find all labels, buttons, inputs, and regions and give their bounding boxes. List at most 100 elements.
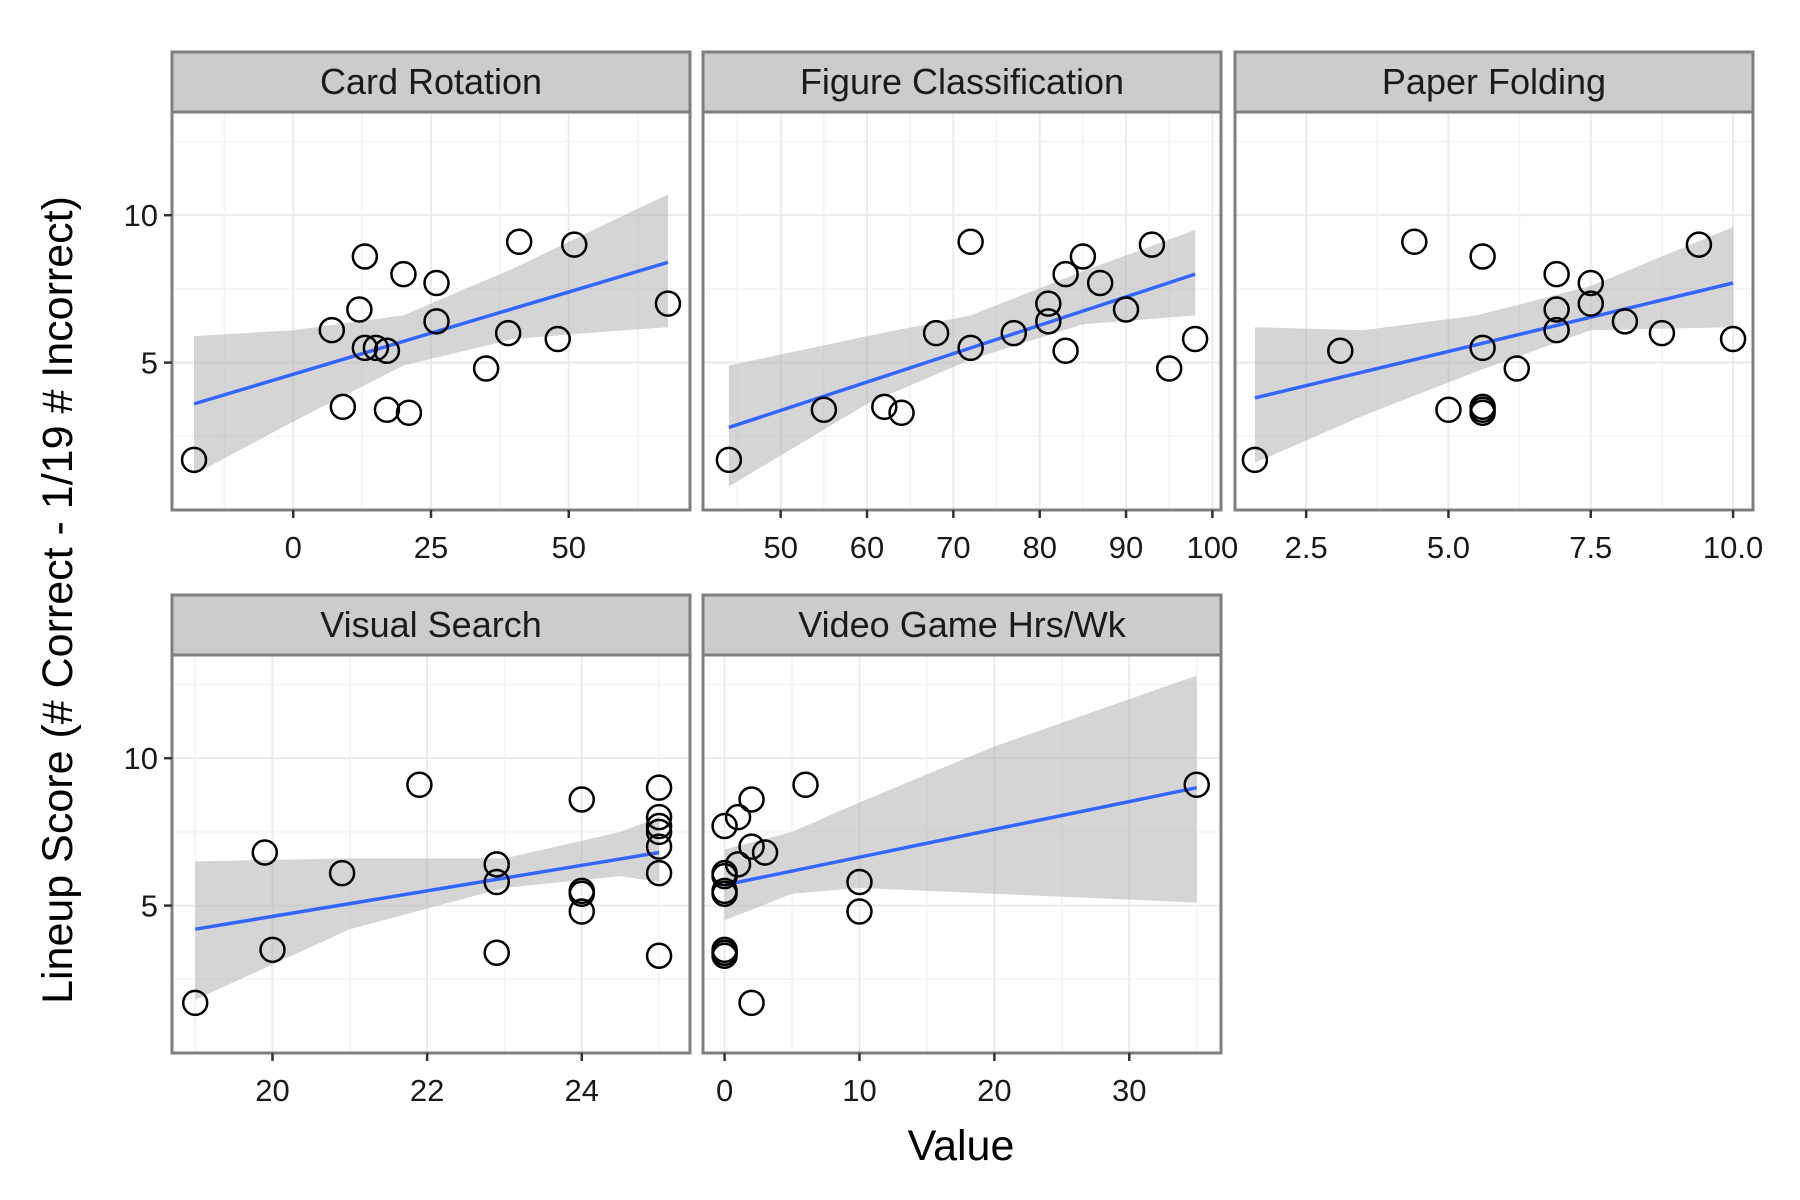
data-point: [561, 231, 588, 258]
data-point: [1052, 337, 1079, 365]
x-tick-label: 0: [285, 530, 302, 565]
plot-content: [711, 675, 1210, 1017]
data-point: [483, 851, 510, 878]
data-point: [1611, 308, 1639, 335]
data-point: [645, 818, 673, 846]
data-point: [494, 319, 522, 347]
data-point: [711, 939, 738, 967]
data-point: [792, 771, 819, 798]
plot-content: [1241, 227, 1747, 474]
x-tick-label: 5.0: [1427, 530, 1470, 565]
data-point: [1435, 396, 1462, 424]
data-point: [1086, 269, 1114, 297]
x-tick-label: 50: [763, 530, 797, 565]
data-point: [1685, 231, 1713, 258]
x-tick-label: 20: [977, 1073, 1011, 1108]
x-tick-label: 22: [410, 1073, 444, 1108]
data-point: [1000, 319, 1028, 347]
facet-strip: [701, 593, 1223, 657]
x-tick-label: 24: [565, 1073, 599, 1108]
data-point: [351, 334, 379, 362]
facet-strip-title: Paper Folding: [1382, 61, 1606, 102]
data-point: [922, 319, 950, 347]
data-point: [645, 859, 673, 887]
data-point: [1401, 228, 1428, 255]
data-point: [957, 228, 984, 255]
facet-strip: [170, 593, 692, 657]
data-point: [846, 868, 873, 896]
data-point: [738, 833, 765, 860]
panel-border: [701, 653, 1223, 1055]
data-point: [181, 989, 209, 1017]
data-point: [645, 942, 673, 969]
data-point: [373, 337, 401, 365]
data-point: [1138, 231, 1166, 258]
data-point: [251, 839, 279, 866]
data-point: [751, 839, 779, 866]
data-point: [1543, 316, 1570, 344]
data-point: [1183, 771, 1210, 798]
x-tick-label: 90: [1109, 530, 1143, 565]
data-point: [483, 868, 510, 896]
x-tick-label: 20: [255, 1073, 289, 1108]
y-tick-label: 5: [141, 889, 158, 924]
data-point: [711, 812, 738, 840]
data-point: [1052, 260, 1079, 288]
data-point: [1469, 243, 1496, 270]
facet-panel: Visual Search 5 10 20 22 24: [124, 593, 692, 1108]
data-point: [329, 393, 357, 421]
x-tick-label: 0: [716, 1073, 733, 1108]
facet-strip: [170, 50, 692, 114]
data-point: [1035, 290, 1062, 317]
data-point: [715, 446, 743, 474]
data-point: [406, 771, 433, 798]
data-point: [1719, 325, 1747, 353]
data-point: [328, 859, 356, 887]
facet-strip: [1233, 50, 1755, 114]
data-point: [1112, 296, 1140, 323]
data-point: [738, 989, 765, 1017]
data-point: [346, 296, 373, 323]
plot-content: [715, 228, 1209, 487]
data-point: [888, 399, 915, 426]
panel-border: [1233, 110, 1755, 512]
facet-panel: Card Rotation 5 10 0 25 50: [124, 50, 692, 565]
data-point: [395, 399, 423, 426]
facet-panel: Paper Folding 2.5 5.0 7.5 10.0: [1233, 50, 1763, 565]
data-point: [318, 316, 346, 344]
facet-panel: Video Game Hrs/Wk 0 10 20 30: [701, 593, 1223, 1108]
x-tick-label: 7.5: [1569, 530, 1612, 565]
data-point: [505, 228, 533, 255]
panel-border: [701, 110, 1223, 512]
facet-strip-title: Figure Classification: [800, 61, 1124, 102]
x-tick-label: 2.5: [1285, 530, 1328, 565]
data-point: [1577, 269, 1605, 297]
regression-line: [724, 785, 1198, 887]
data-point: [1543, 296, 1570, 323]
data-point: [1469, 399, 1496, 426]
data-point: [724, 851, 752, 878]
data-point: [568, 786, 596, 813]
data-point: [1648, 319, 1676, 347]
data-point: [390, 260, 417, 288]
regression-line: [194, 850, 660, 931]
data-point: [711, 880, 738, 908]
confidence-band: [728, 229, 1196, 487]
x-tick-label: 25: [414, 530, 448, 565]
facet-strip-title: Visual Search: [320, 604, 541, 645]
data-point: [180, 446, 208, 474]
data-point: [568, 880, 596, 908]
x-tick-label: 10: [842, 1073, 876, 1108]
data-point: [871, 393, 898, 421]
plot-content: [180, 194, 682, 475]
x-tick-label: 100: [1186, 530, 1238, 565]
data-point: [645, 833, 673, 860]
data-point: [645, 803, 673, 831]
plot-content: [181, 771, 673, 1017]
data-point: [738, 786, 765, 813]
data-point: [568, 898, 596, 925]
data-point: [423, 308, 450, 335]
y-tick-label: 10: [124, 198, 158, 233]
facet-strip-title: Card Rotation: [320, 61, 542, 102]
